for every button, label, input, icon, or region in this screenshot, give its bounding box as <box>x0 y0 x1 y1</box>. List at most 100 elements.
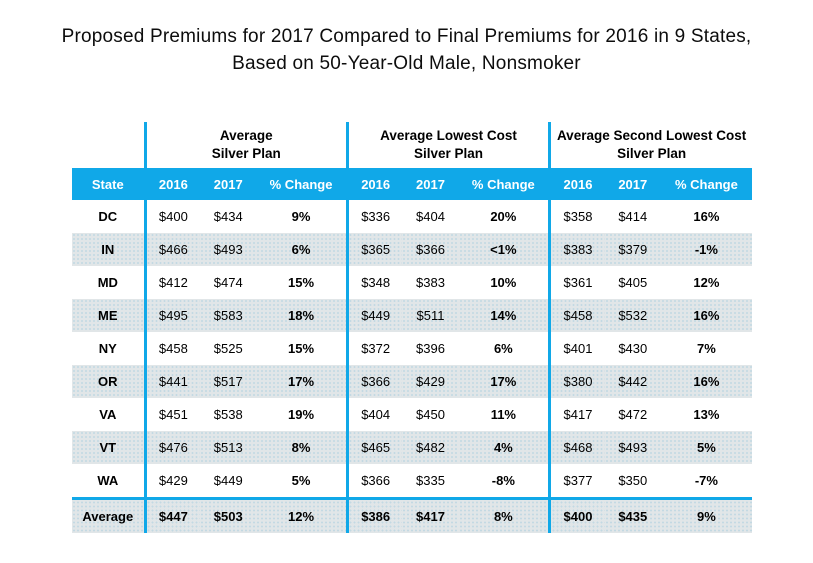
table-cell: $429 <box>402 365 459 398</box>
title-line-2: Based on 50-Year-Old Male, Nonsmoker <box>232 52 581 74</box>
table-cell: 13% <box>660 398 752 431</box>
row-label-dc: DC <box>72 200 146 233</box>
column-header-row: State 2016 2017 % Change 2016 2017 % Cha… <box>72 168 752 200</box>
table-cell: $449 <box>200 464 257 499</box>
table-cell: -1% <box>660 233 752 266</box>
table-cell: 18% <box>256 299 348 332</box>
table-cell: $466 <box>143 233 201 266</box>
table-cell: $404 <box>345 398 403 431</box>
col-header-2016-g1: 2016 <box>143 168 201 200</box>
table-cell: -8% <box>458 464 550 499</box>
col-header-pct-change-g3: % Change <box>660 168 752 200</box>
table-row-in: IN $466 $493 6% $365 $366 <1% $383 $379 -1% <box>72 233 752 266</box>
table-cell: $401 <box>548 332 605 365</box>
table-cell: $430 <box>604 332 661 365</box>
table-cell: 20% <box>458 200 550 233</box>
table-cell: $538 <box>200 398 257 431</box>
table-cell: $417 <box>548 398 605 431</box>
row-label-va: VA <box>72 398 146 431</box>
table-cell: $336 <box>345 200 403 233</box>
table-cell: $493 <box>604 431 661 464</box>
table-cell: $429 <box>143 464 201 499</box>
table-cell: $532 <box>604 299 661 332</box>
table-row-average: Average $447 $503 12% $386 $417 8% $400 $435 9% <box>72 497 752 533</box>
corner-cell <box>72 122 146 168</box>
table-row-ny: NY $458 $525 15% $372 $396 6% $401 $430 7% <box>72 332 752 365</box>
table-cell: 16% <box>660 200 752 233</box>
table-cell: 6% <box>458 332 550 365</box>
table-cell: $350 <box>604 464 661 499</box>
table-cell: 15% <box>256 332 348 365</box>
table-cell: 12% <box>660 266 752 299</box>
group-header-row: Average Silver Plan Average Lowest Cost … <box>72 122 752 168</box>
table-cell: $495 <box>143 299 201 332</box>
table-cell: $386 <box>345 497 403 533</box>
table-cell: $517 <box>200 365 257 398</box>
table-cell: $366 <box>345 464 403 499</box>
table-cell: $380 <box>548 365 605 398</box>
table-cell: $404 <box>402 200 459 233</box>
table-row-or: OR $441 $517 17% $366 $429 17% $380 $442 16% <box>72 365 752 398</box>
table-cell: $335 <box>402 464 459 499</box>
table-cell: $511 <box>402 299 459 332</box>
col-header-pct-change-g1: % Change <box>256 168 348 200</box>
table-cell: $513 <box>200 431 257 464</box>
table-cell: $525 <box>200 332 257 365</box>
table-cell: <1% <box>458 233 550 266</box>
table-cell: 4% <box>458 431 550 464</box>
page-title: Proposed Premiums for 2017 Compared to F… <box>0 24 813 78</box>
table-cell: 15% <box>256 266 348 299</box>
group-header-average-silver-plan: Average Silver Plan <box>143 122 348 168</box>
table-cell: 17% <box>458 365 550 398</box>
row-label-average: Average <box>72 497 146 533</box>
row-label-ny: NY <box>72 332 146 365</box>
title-line-1: Proposed Premiums for 2017 Compared to F… <box>61 26 752 47</box>
table-row-dc: DC $400 $434 9% $336 $404 20% $358 $414 16% <box>72 200 752 233</box>
table-cell: $372 <box>345 332 403 365</box>
table-cell: $503 <box>200 497 257 533</box>
table-row-md: MD $412 $474 15% $348 $383 10% $361 $405 12% <box>72 266 752 299</box>
table-cell: $435 <box>604 497 661 533</box>
table-row-wa: WA $429 $449 5% $366 $335 -8% $377 $350 -7% <box>72 464 752 499</box>
table-cell: $348 <box>345 266 403 299</box>
col-header-2017-g3: 2017 <box>604 168 661 200</box>
table-cell: $476 <box>143 431 201 464</box>
table-cell: 12% <box>256 497 348 533</box>
table-cell: 11% <box>458 398 550 431</box>
table-cell: $482 <box>402 431 459 464</box>
table-cell: $365 <box>345 233 403 266</box>
table-cell: 8% <box>458 497 550 533</box>
table-cell: $465 <box>345 431 403 464</box>
table-cell: $377 <box>548 464 605 499</box>
col-header-pct-change-g2: % Change <box>458 168 550 200</box>
table-cell: $468 <box>548 431 605 464</box>
table-cell: $412 <box>143 266 201 299</box>
row-label-vt: VT <box>72 431 146 464</box>
table-cell: $442 <box>604 365 661 398</box>
table-cell: 16% <box>660 299 752 332</box>
table-cell: 5% <box>256 464 348 499</box>
table-cell: $383 <box>548 233 605 266</box>
table-cell: $361 <box>548 266 605 299</box>
group-header-average-second-lowest-cost: Average Second Lowest Cost Silver Plan <box>548 122 752 168</box>
table-cell: $583 <box>200 299 257 332</box>
row-label-or: OR <box>72 365 146 398</box>
table-cell: 10% <box>458 266 550 299</box>
table-cell: $379 <box>604 233 661 266</box>
table-cell: 7% <box>660 332 752 365</box>
table-cell: 17% <box>256 365 348 398</box>
table-cell: 14% <box>458 299 550 332</box>
table-cell: $400 <box>548 497 605 533</box>
table-cell: $458 <box>143 332 201 365</box>
table-cell: $358 <box>548 200 605 233</box>
col-header-2017-g2: 2017 <box>402 168 459 200</box>
table-row-vt: VT $476 $513 8% $465 $482 4% $468 $493 5% <box>72 431 752 464</box>
row-label-md: MD <box>72 266 146 299</box>
table-cell: $441 <box>143 365 201 398</box>
table-cell: 9% <box>256 200 348 233</box>
table-cell: $451 <box>143 398 201 431</box>
table-body: DC $400 $434 9% $336 $404 20% $358 $414 16% IN $466… <box>72 200 752 533</box>
row-label-wa: WA <box>72 464 146 499</box>
premiums-table: Average Silver Plan Average Lowest Cost … <box>72 122 752 533</box>
